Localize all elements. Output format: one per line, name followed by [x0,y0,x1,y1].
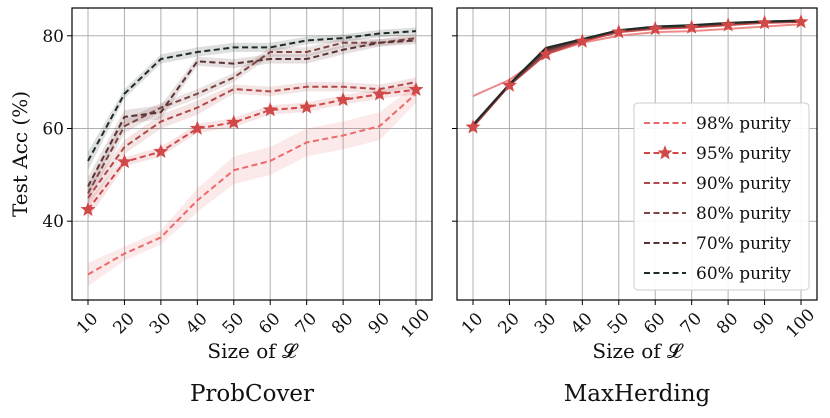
series-marker-2 [116,154,132,169]
x-tick-label: 40 [567,309,596,338]
series-marker-2 [684,19,700,34]
series-line-6 [472,19,802,126]
y-tick-label: 40 [42,212,64,232]
x-tick-label: 50 [604,309,633,338]
series-marker-2 [720,17,736,32]
series-band-3 [88,77,416,208]
series-line-4 [87,37,417,194]
chart-subtitle: ProbCover [190,381,314,407]
x-tick-label: 90 [749,309,778,338]
x-tick-label: 20 [494,309,523,338]
series-marker-2 [538,46,554,61]
series-band-4 [88,34,416,203]
x-tick-label: 10 [73,309,102,338]
x-tick-label: 40 [182,309,211,338]
series-line-2 [87,88,417,211]
legend-label: 98% purity [696,114,791,134]
series-marker-2 [465,119,481,134]
series-marker-2 [793,14,809,29]
x-tick-label: 60 [640,309,669,338]
legend-label: 70% purity [696,234,791,254]
y-tick-label: 80 [42,27,64,47]
legend-label: 90% purity [696,174,791,194]
x-axis-label: Size of 𝓛 [207,339,299,363]
series-marker-2 [299,99,315,114]
series-line-1 [472,23,802,97]
x-axis-label: Size of 𝓛 [592,339,684,363]
plot-frame [456,7,818,301]
x-tick-label: 100 [397,305,434,342]
series-line-1 [87,93,417,276]
plot-frame [71,7,433,301]
x-tick-label: 50 [219,309,248,338]
x-tick-label: 80 [328,309,357,338]
series-marker-2 [372,86,388,101]
series-marker-2 [611,24,627,39]
series-line-3 [87,81,417,199]
series-marker-2 [153,143,169,159]
x-tick-label: 70 [677,309,706,338]
x-tick-label: 10 [458,309,487,338]
x-tick-label: 80 [713,309,742,338]
series-marker-2 [189,120,205,135]
x-tick-label: 20 [109,309,138,338]
chart-panel-2: 10 20 30 40 50 60 70 80 90 100 Size of 𝓛 MaxHerding… [452,7,819,407]
x-tick-label: 30 [146,309,175,338]
series-marker-2 [226,114,242,129]
series-line-5 [87,39,417,187]
x-tick-label: 90 [364,309,393,338]
series-marker-2 [574,33,590,48]
series-marker-2 [647,21,663,36]
series-line-6 [87,30,417,162]
series-marker-2 [757,14,773,30]
series-marker-2 [80,201,96,216]
legend-label: 60% purity [696,264,791,284]
chart-subtitle: MaxHerding [564,381,711,407]
series-marker-2 [335,91,351,107]
series-marker-2 [262,102,278,117]
x-tick-label: 60 [255,309,284,338]
legend-label: 80% purity [696,204,791,224]
series-marker-2 [408,81,424,96]
legend-label: 95% purity [696,144,791,164]
series-band-1 [88,84,416,287]
series-band-5 [88,36,416,196]
y-axis-label: Test Acc (%) [8,91,32,217]
x-tick-label: 70 [292,309,321,338]
y-tick-label: 60 [42,120,64,140]
legend-marker [657,145,673,160]
series-marker-2 [501,77,517,92]
x-tick-label: 100 [782,305,819,342]
x-tick-label: 30 [531,309,560,338]
